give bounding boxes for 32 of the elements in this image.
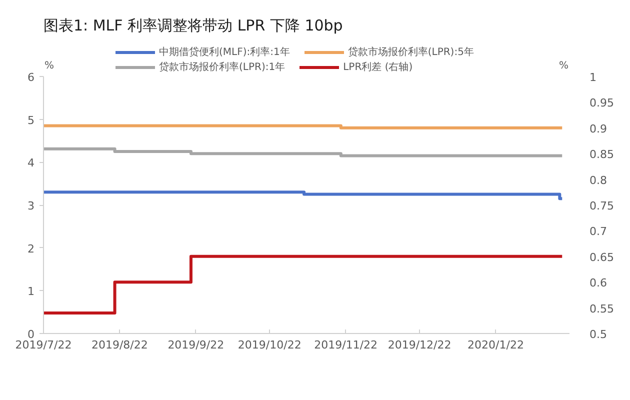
y2-tick-label: 0.95 xyxy=(590,96,614,110)
legend-label: 贷款市场报价利率(LPR):1年 xyxy=(159,60,286,74)
y2-tick-label: 0.5 xyxy=(590,328,607,341)
y2-tick-label: 1 xyxy=(590,71,596,84)
y2-tick-label: 0.7 xyxy=(590,225,607,238)
x-tick-label: 2019/8/22 xyxy=(91,338,148,352)
y2-tick-label: 0.8 xyxy=(590,174,607,187)
y-tick-label: 0 xyxy=(28,328,34,341)
x-tick-label: 2019/10/22 xyxy=(238,338,302,352)
legend-label: LPR利差 (右轴) xyxy=(343,60,413,74)
y-tick-label: 6 xyxy=(28,71,34,84)
y2-tick-label: 0.9 xyxy=(590,122,607,136)
x-tick-label: 2019/7/22 xyxy=(15,338,72,352)
y2-tick-label: 0.85 xyxy=(590,148,614,162)
y2-tick-label: 0.55 xyxy=(590,302,614,316)
y-tick-label: 2 xyxy=(28,242,34,256)
y-tick-label: 1 xyxy=(28,285,34,298)
legend-label: 中期借贷便利(MLF):利率:1年 xyxy=(159,46,290,59)
x-tick-label: 2019/11/22 xyxy=(314,338,378,352)
y2-tick-label: 0.65 xyxy=(590,250,614,264)
y2-axis-title: % xyxy=(559,60,569,72)
y-tick-label: 4 xyxy=(28,156,34,170)
y-axis-title: % xyxy=(44,60,54,72)
x-tick-label: 2019/9/22 xyxy=(168,338,224,352)
legend-label: 贷款市场报价利率(LPR):5年 xyxy=(348,46,474,59)
chart-title: 图表1: MLF 利率调整将带动 LPR 下降 10bp xyxy=(44,16,343,34)
y-tick-label: 3 xyxy=(28,200,34,212)
x-tick-label: 2020/1/22 xyxy=(468,338,524,352)
y2-tick-label: 0.6 xyxy=(590,276,607,290)
x-tick-label: 2019/12/22 xyxy=(388,338,452,352)
y-tick-label: 5 xyxy=(28,114,34,127)
y2-tick-label: 0.75 xyxy=(590,200,614,212)
